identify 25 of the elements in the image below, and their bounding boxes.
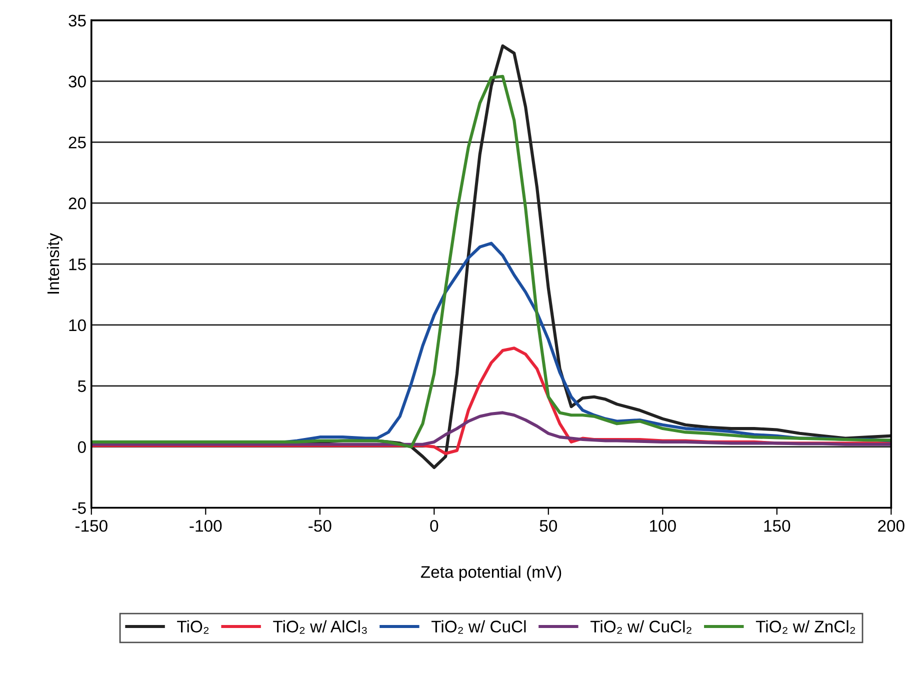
x-tick-label: 200 — [878, 520, 904, 532]
y-tick-label: 10 — [69, 319, 86, 332]
y-tick-label: -5 — [72, 502, 86, 514]
x-tick-label: 100 — [650, 520, 676, 532]
x-tick-label: -150 — [75, 520, 108, 532]
legend-label: TiO₂ w/ CuCl — [431, 620, 526, 634]
y-tick-label: 30 — [68, 76, 86, 88]
x-tick-label: -100 — [190, 520, 222, 532]
legend-label: TiO₂ w/ ZnCl₂ — [756, 620, 856, 634]
y-tick-label: 35 — [68, 14, 86, 27]
legend-label: TiO₂ w/ CuCl₂ — [590, 620, 692, 634]
line-series — [91, 411, 892, 446]
x-tick-label: -50 — [308, 520, 332, 532]
y-tick-label: 20 — [68, 198, 86, 210]
y-tick-label: 5 — [78, 380, 86, 392]
y-tick-label: 0 — [78, 441, 86, 454]
legend-label: TiO₂ w/ AlCl₃ — [273, 620, 367, 634]
y-tick-label: 15 — [69, 258, 86, 270]
x-tick-label: 0 — [430, 520, 438, 532]
x-tick-label: 150 — [764, 520, 790, 532]
x-tick-label: 50 — [540, 520, 558, 532]
x-axis-title: Zeta potential (mV) — [420, 566, 562, 582]
y-tick-label: 25 — [68, 136, 86, 148]
y-axis-title: Intensity — [46, 233, 62, 294]
legend-label: TiO₂ — [177, 620, 209, 634]
